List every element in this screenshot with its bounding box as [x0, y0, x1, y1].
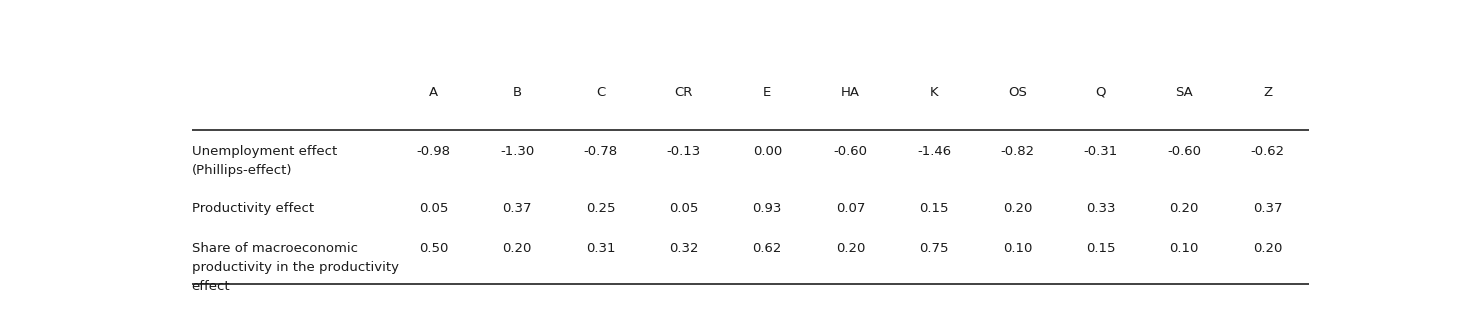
Text: 0.32: 0.32 — [669, 242, 698, 255]
Text: 0.37: 0.37 — [503, 202, 532, 215]
Text: 0.93: 0.93 — [752, 202, 782, 215]
Text: -0.60: -0.60 — [834, 145, 868, 158]
Text: SA: SA — [1175, 86, 1194, 98]
Text: 0.05: 0.05 — [419, 202, 449, 215]
Text: Share of macroeconomic
productivity in the productivity
effect: Share of macroeconomic productivity in t… — [191, 242, 399, 293]
Text: -0.98: -0.98 — [416, 145, 451, 158]
Text: -1.30: -1.30 — [500, 145, 535, 158]
Text: 0.15: 0.15 — [919, 202, 948, 215]
Text: OS: OS — [1008, 86, 1027, 98]
Text: 0.50: 0.50 — [419, 242, 449, 255]
Text: 0.31: 0.31 — [586, 242, 615, 255]
Text: A: A — [430, 86, 438, 98]
Text: 0.20: 0.20 — [1254, 242, 1283, 255]
Text: Z: Z — [1262, 86, 1273, 98]
Text: 0.07: 0.07 — [836, 202, 865, 215]
Text: 0.33: 0.33 — [1086, 202, 1116, 215]
Text: 0.20: 0.20 — [836, 242, 865, 255]
Text: -1.46: -1.46 — [918, 145, 951, 158]
Text: 0.05: 0.05 — [669, 202, 698, 215]
Text: Productivity effect: Productivity effect — [191, 202, 314, 215]
Text: 0.00: 0.00 — [752, 145, 782, 158]
Text: C: C — [596, 86, 605, 98]
Text: CR: CR — [675, 86, 693, 98]
Text: HA: HA — [842, 86, 861, 98]
Text: 0.10: 0.10 — [1002, 242, 1031, 255]
Text: 0.75: 0.75 — [919, 242, 948, 255]
Text: 0.20: 0.20 — [1169, 202, 1199, 215]
Text: 0.15: 0.15 — [1086, 242, 1116, 255]
Text: -0.13: -0.13 — [666, 145, 701, 158]
Text: -0.31: -0.31 — [1084, 145, 1118, 158]
Text: 0.20: 0.20 — [503, 242, 532, 255]
Text: 0.25: 0.25 — [586, 202, 615, 215]
Text: 0.20: 0.20 — [1002, 202, 1031, 215]
Text: 0.37: 0.37 — [1252, 202, 1283, 215]
Text: 0.62: 0.62 — [752, 242, 782, 255]
Text: K: K — [929, 86, 938, 98]
Text: E: E — [763, 86, 771, 98]
Text: Q: Q — [1096, 86, 1106, 98]
Text: B: B — [513, 86, 522, 98]
Text: -0.82: -0.82 — [1001, 145, 1034, 158]
Text: 0.10: 0.10 — [1169, 242, 1199, 255]
Text: -0.62: -0.62 — [1251, 145, 1284, 158]
Text: -0.60: -0.60 — [1167, 145, 1201, 158]
Text: -0.78: -0.78 — [583, 145, 618, 158]
Text: Unemployment effect
(Phillips-effect): Unemployment effect (Phillips-effect) — [191, 145, 337, 177]
